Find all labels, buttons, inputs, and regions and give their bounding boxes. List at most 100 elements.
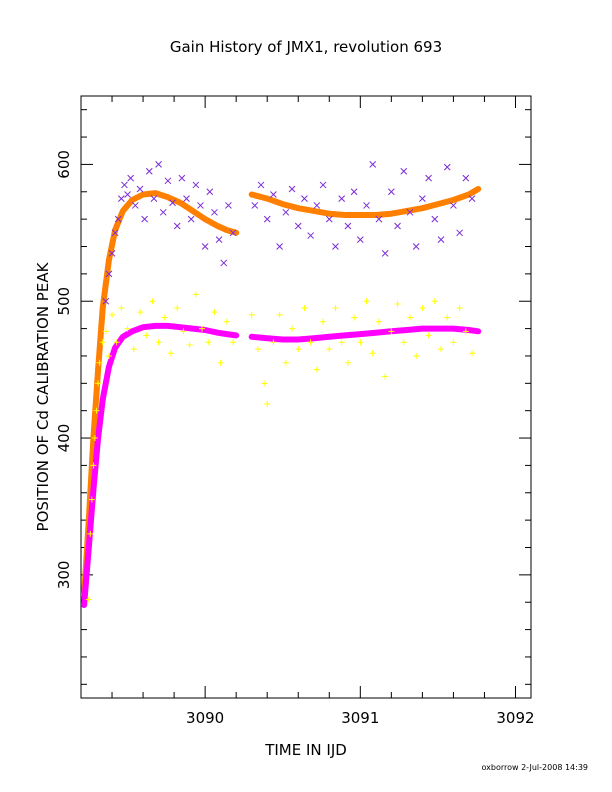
fit-curve-1: [248, 186, 482, 218]
plus-point-series-2: [369, 350, 376, 357]
chart-title: Gain History of JMX1, revolution 693: [170, 38, 442, 56]
y-tick-label: 400: [55, 424, 73, 453]
cross-point-series-1: [201, 243, 209, 250]
y-tick-label: 300: [55, 561, 73, 590]
cross-point-series-1: [114, 215, 122, 223]
plus-point-series-2: [230, 339, 237, 346]
cross-point-series-1: [325, 215, 333, 223]
x-tick-label: 3091: [341, 709, 379, 727]
cross-point-series-1: [102, 297, 110, 305]
cross-point-series-1: [301, 195, 308, 202]
cross-point-series-1: [251, 202, 259, 209]
plus-point-series-2: [254, 346, 261, 353]
cross-point-series-1: [332, 243, 339, 250]
cross-point-series-1: [141, 215, 148, 223]
plus-point-series-2: [338, 339, 345, 346]
plus-point-series-2: [88, 496, 95, 503]
cross-point-series-1: [443, 163, 451, 171]
plus-point-series-2: [90, 462, 97, 469]
cross-point-series-1: [381, 249, 389, 257]
cross-point-series-1: [257, 181, 265, 189]
plus-point-series-2: [320, 318, 327, 325]
plus-point-series-2: [205, 339, 212, 346]
plus-point-series-2: [109, 311, 116, 318]
plus-point-series-2: [357, 339, 364, 346]
cross-point-series-1: [178, 174, 186, 182]
y-axis-label: POSITION OF Cd CALIBRATION PEAK: [34, 261, 52, 531]
cross-point-series-1: [117, 195, 125, 202]
cross-point-series-1: [313, 202, 321, 209]
plus-point-series-2: [413, 352, 420, 359]
plus-point-series-2: [301, 305, 308, 312]
plus-point-series-2: [143, 332, 150, 339]
cross-point-series-1: [406, 208, 414, 216]
cross-point-series-1: [344, 222, 352, 230]
plus-point-series-2: [105, 352, 112, 359]
plus-point-series-2: [192, 291, 199, 298]
plus-point-series-2: [261, 380, 268, 387]
x-tick-label: 3092: [496, 709, 534, 727]
plus-point-series-2: [93, 407, 100, 414]
plus-point-series-2: [351, 314, 358, 321]
cross-point-series-1: [105, 270, 113, 278]
plus-point-series-2: [382, 373, 389, 380]
cross-point-series-1: [350, 188, 358, 196]
cross-point-series-1: [419, 195, 426, 202]
axis-ticks: 3090 3091 3092 300 400 500 600: [55, 96, 535, 727]
plus-point-series-2: [431, 298, 438, 305]
plus-point-series-2: [99, 339, 106, 346]
cross-point-series-1: [229, 229, 237, 237]
plus-point-series-2: [248, 311, 255, 318]
plus-point-series-2: [406, 314, 413, 321]
plus-point-series-2: [289, 325, 296, 332]
plus-point-series-2: [186, 342, 193, 349]
plus-point-series-2: [295, 346, 302, 353]
plus-point-series-2: [307, 339, 314, 346]
cross-point-series-1: [173, 222, 181, 230]
plus-point-series-2: [102, 328, 109, 335]
cross-point-series-1: [183, 195, 190, 202]
cross-point-series-1: [225, 202, 232, 209]
plus-point-series-2: [124, 325, 131, 332]
x-axis-label: TIME IN IJD: [264, 741, 347, 759]
cross-point-series-1: [425, 174, 432, 182]
plus-point-series-2: [168, 350, 174, 357]
cross-point-series-1: [187, 215, 195, 223]
plus-point-series-2: [282, 359, 289, 366]
cross-point-series-1: [169, 199, 176, 207]
plus-point-series-2: [136, 309, 143, 316]
fit-curve-1: [81, 190, 240, 599]
cross-point-series-1: [108, 249, 116, 257]
cross-point-series-1: [387, 188, 395, 196]
plus-point-series-2: [363, 298, 370, 305]
plus-point-series-2: [161, 314, 168, 321]
plus-point-series-2: [462, 328, 469, 335]
cross-point-series-1: [319, 181, 327, 189]
cross-point-series-1: [192, 181, 200, 189]
fit-curve-2: [81, 322, 240, 608]
cross-point-series-1: [159, 208, 167, 216]
plus-point-series-2: [155, 339, 162, 346]
plus-point-series-2: [118, 305, 125, 312]
plus-point-series-2: [96, 359, 103, 366]
cross-point-series-1: [468, 195, 476, 202]
cross-point-series-1: [276, 243, 283, 250]
plus-point-series-2: [174, 305, 181, 312]
cross-point-series-1: [136, 185, 144, 193]
plus-point-series-2: [113, 339, 120, 346]
plus-point-series-2: [223, 318, 230, 325]
cross-point-series-1: [215, 236, 223, 244]
fit-curves: [81, 186, 482, 608]
cross-point-series-1: [270, 191, 277, 198]
plus-point-series-2: [375, 318, 382, 325]
cross-point-series-1: [197, 202, 204, 209]
plus-point-series-2: [95, 380, 102, 387]
plus-point-series-2: [87, 530, 94, 537]
cross-point-series-1: [282, 208, 290, 216]
plus-point-series-2: [438, 346, 444, 353]
cross-point-series-1: [338, 195, 346, 202]
cross-point-series-1: [211, 208, 218, 216]
plus-point-series-2: [344, 359, 351, 366]
cross-point-series-1: [220, 259, 228, 267]
